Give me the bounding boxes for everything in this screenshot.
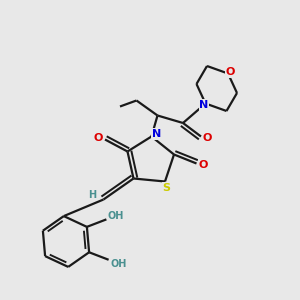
Text: N: N xyxy=(200,100,208,110)
Text: N: N xyxy=(152,129,161,139)
Text: OH: OH xyxy=(108,211,124,221)
Text: H: H xyxy=(88,190,96,200)
Text: O: O xyxy=(198,160,208,170)
Text: OH: OH xyxy=(110,259,127,269)
Text: O: O xyxy=(94,133,103,143)
Text: O: O xyxy=(226,67,235,77)
Text: S: S xyxy=(163,183,170,193)
Text: O: O xyxy=(203,133,212,143)
